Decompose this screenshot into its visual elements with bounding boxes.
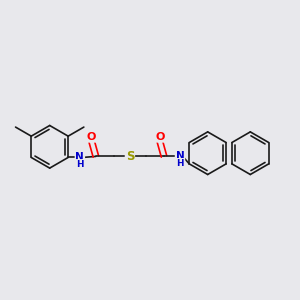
Text: N: N [176,152,184,161]
Text: O: O [87,132,96,142]
Text: O: O [155,132,164,142]
Text: N: N [76,152,84,163]
Text: H: H [176,159,184,168]
Text: H: H [76,160,84,169]
Text: S: S [126,150,134,163]
